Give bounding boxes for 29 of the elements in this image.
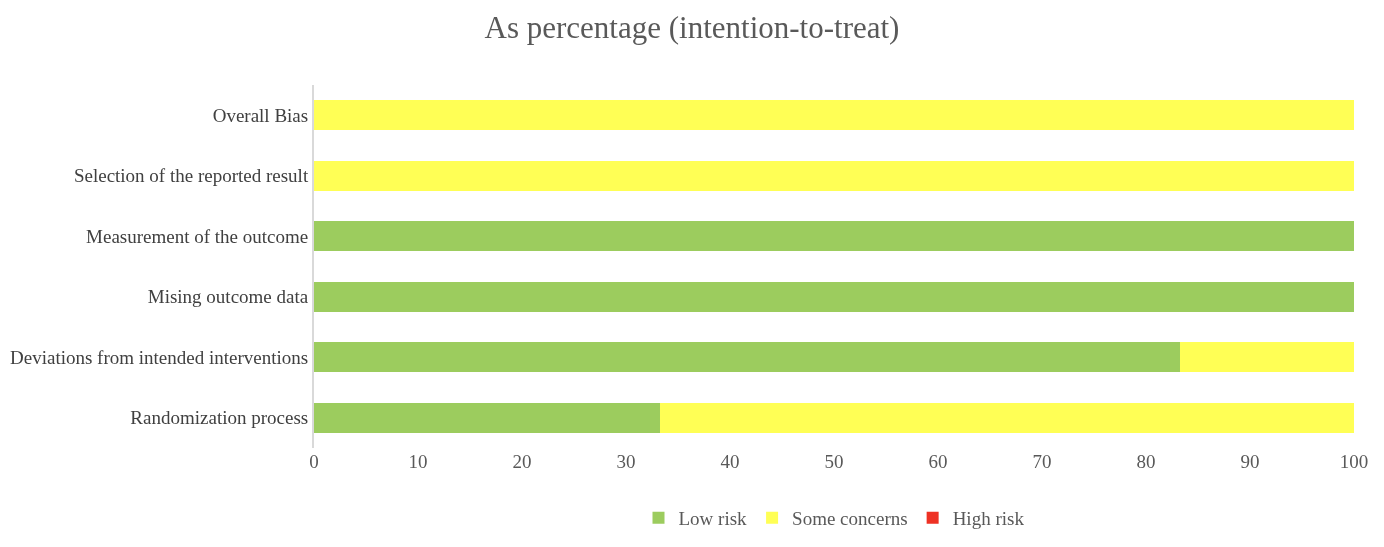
y-tick-label: Measurement of the outcome bbox=[86, 225, 309, 247]
x-tick-label: 80 bbox=[1136, 451, 1156, 472]
legend-label: Some concerns bbox=[792, 508, 908, 530]
y-tick-label: Selection of the reported result bbox=[73, 165, 309, 187]
bar bbox=[314, 402, 661, 433]
y-tick-label: Deviations from intended interventions bbox=[10, 346, 309, 368]
x-tick-label: 40 bbox=[720, 451, 740, 472]
x-tick-label: 60 bbox=[928, 451, 948, 472]
x-tick-label: 90 bbox=[1240, 451, 1260, 472]
x-tick-label: 0 bbox=[309, 451, 319, 472]
x-tick-label: 100 bbox=[1339, 451, 1369, 472]
bar bbox=[314, 281, 1354, 312]
x-tick-label: 50 bbox=[824, 451, 844, 472]
legend-label: High risk bbox=[952, 508, 1025, 530]
x-tick-label: 10 bbox=[408, 451, 428, 472]
bar bbox=[1180, 342, 1354, 373]
bar bbox=[314, 221, 1354, 252]
x-tick-label: 30 bbox=[616, 451, 636, 472]
y-tick-label: Overall Bias bbox=[212, 104, 309, 126]
x-tick-label: 70 bbox=[1032, 451, 1052, 472]
bar bbox=[314, 100, 1354, 131]
x-tick-label: 20 bbox=[512, 451, 532, 472]
y-tick-label: Mising outcome data bbox=[147, 286, 309, 308]
legend-label: Low risk bbox=[678, 508, 748, 530]
bar bbox=[660, 402, 1354, 433]
chart-title: As percentage (intention-to-treat) bbox=[484, 10, 900, 46]
bar bbox=[314, 160, 1354, 191]
y-tick-label: Randomization process bbox=[130, 407, 309, 429]
bar bbox=[314, 342, 1181, 373]
